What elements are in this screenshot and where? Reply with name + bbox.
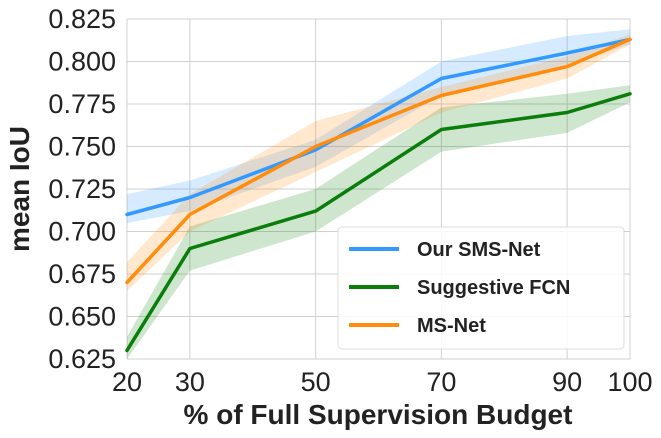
legend-label-ms-net: MS-Net bbox=[417, 315, 486, 337]
y-tick-labels: 0.625 0.650 0.675 0.700 0.725 0.750 0.775 0.800… bbox=[48, 4, 116, 374]
suggestive-fcn-line bbox=[125, 92, 632, 353]
y-tick-label: 0.625 bbox=[48, 344, 116, 374]
x-tick-label: 90 bbox=[552, 367, 582, 397]
y-tick-label: 0.700 bbox=[48, 217, 116, 247]
y-tick-label: 0.750 bbox=[48, 132, 116, 162]
x-tick-label: 20 bbox=[112, 367, 142, 397]
suggestive-fcn-band bbox=[127, 85, 630, 360]
legend-label-suggestive-fcn: Suggestive FCN bbox=[417, 277, 570, 299]
ms-net-line bbox=[125, 37, 632, 285]
legend: Our SMS-Net Suggestive FCN MS-Net bbox=[337, 226, 625, 350]
y-tick-label: 0.800 bbox=[48, 47, 116, 77]
y-axis-label: mean IoU bbox=[4, 126, 35, 252]
x-tick-label: 70 bbox=[426, 367, 456, 397]
y-tick-label: 0.825 bbox=[48, 4, 116, 34]
x-axis-label: % of Full Supervision Budget bbox=[184, 399, 573, 430]
legend-label-our-sms-net: Our SMS-Net bbox=[417, 239, 541, 261]
legend-box bbox=[337, 226, 625, 350]
x-tick-label: 100 bbox=[607, 367, 652, 397]
x-tick-label: 30 bbox=[175, 367, 205, 397]
x-tick-label: 50 bbox=[301, 367, 331, 397]
y-tick-label: 0.725 bbox=[48, 174, 116, 204]
y-tick-label: 0.775 bbox=[48, 89, 116, 119]
our-sms-net-line bbox=[125, 37, 632, 217]
y-tick-label: 0.650 bbox=[48, 302, 116, 332]
x-tick-labels: 20 30 50 70 90 100 bbox=[112, 367, 653, 397]
series-lines bbox=[125, 37, 632, 353]
y-tick-label: 0.675 bbox=[48, 259, 116, 289]
